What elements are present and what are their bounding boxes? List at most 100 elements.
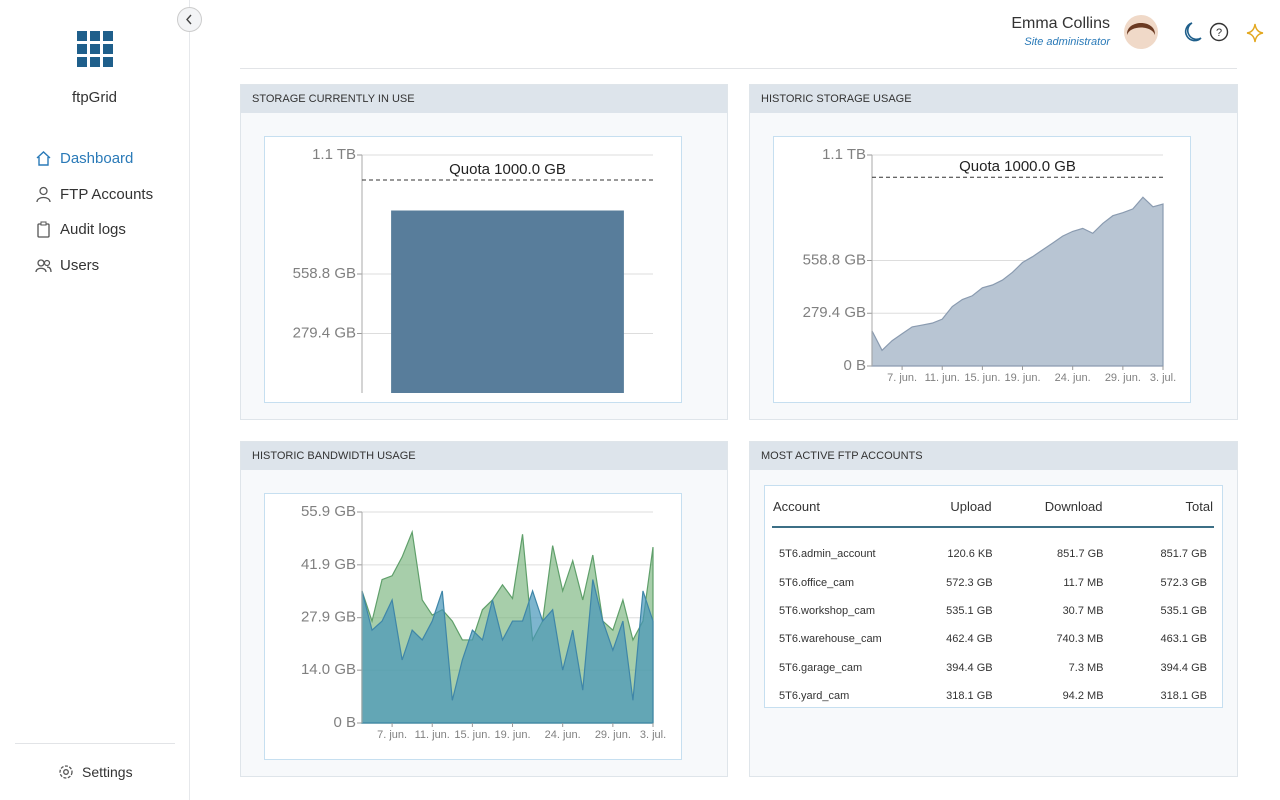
header-divider: [240, 68, 1237, 69]
table-cell: 5T6.garage_cam: [779, 661, 863, 674]
table-row: 5T6.warehouse_cam 462.4 GB 740.3 MB 463.1 G…: [772, 625, 1214, 653]
nav-item[interactable]: Audit logs: [35, 221, 126, 238]
column-header: Total: [1103, 486, 1214, 528]
accounts-table: Account Upload Download Total 5T6.admin_acco…: [772, 486, 1214, 710]
help[interactable]: [1209, 22, 1229, 42]
y-tick-label: 0 B: [843, 357, 866, 374]
x-tick-label: 15. jun.: [964, 372, 1000, 384]
panel-title: HISTORIC STORAGE USAGE: [750, 85, 1237, 113]
nav-label: Audit logs: [60, 221, 126, 238]
table-cell: 851.7 GB: [1160, 548, 1207, 561]
user-role: Site administrator: [1024, 36, 1110, 48]
table-cell: 535.1 GB: [946, 604, 993, 617]
collapse-button[interactable]: [176, 6, 203, 33]
x-tick-label: 3. jul.: [640, 729, 666, 741]
avatar[interactable]: [1124, 15, 1158, 49]
table-row: 5T6.workshop_cam 535.1 GB 30.7 MB 535.1 GB: [772, 597, 1214, 625]
settings[interactable]: Settings: [58, 764, 133, 780]
nav-label: Users: [60, 257, 100, 274]
panel-title: HISTORIC BANDWIDTH USAGE: [241, 442, 727, 470]
y-tick-label: 1.1 TB: [822, 146, 866, 163]
table-cell: 851.7 GB: [1057, 548, 1104, 561]
y-tick-label: 14.0 GB: [301, 661, 356, 678]
x-tick-label: 29. jun.: [595, 729, 631, 741]
y-tick-label: 279.4 GB: [803, 304, 866, 321]
x-tick-label: 15. jun.: [454, 729, 490, 741]
y-tick-label: 279.4 GB: [293, 324, 356, 341]
nav-label: Dashboard: [60, 150, 134, 167]
divider: [15, 743, 175, 744]
x-tick-label: 29. jun.: [1105, 372, 1141, 384]
table-row: 5T6.office_cam 572.3 GB 11.7 MB 572.3 GB: [772, 568, 1214, 596]
table-cell: 5T6.warehouse_cam: [779, 633, 882, 646]
table-cell: 535.1 GB: [1160, 604, 1207, 617]
nav-item[interactable]: FTP Accounts: [35, 186, 153, 203]
quota-label: Quota 1000.0 GB: [449, 161, 566, 178]
table-cell: 572.3 GB: [1160, 576, 1207, 589]
x-tick-label: 19. jun.: [494, 729, 530, 741]
x-tick-label: 7. jun.: [377, 729, 407, 741]
avatar-hair: [1126, 23, 1156, 35]
user-name: Emma Collins: [1011, 15, 1110, 32]
table-cell: 5T6.admin_account: [779, 548, 876, 561]
icon: [35, 259, 52, 273]
icon: [37, 221, 50, 238]
bar: [391, 210, 624, 393]
x-tick-label: 11. jun.: [925, 372, 960, 384]
table-row: 5T6.yard_cam 318.1 GB 94.2 MB 318.1 GB: [772, 682, 1214, 710]
x-tick-label: 24. jun.: [1055, 372, 1091, 384]
area: [871, 196, 1164, 367]
table-cell: 463.1 GB: [1160, 633, 1207, 646]
column-header: Upload: [923, 486, 993, 528]
table-cell: 5T6.yard_cam: [779, 690, 850, 703]
table-row: 5T6.garage_cam 394.4 GB 7.3 MB 394.4 GB: [772, 654, 1214, 682]
brand: ftpGrid: [71, 89, 117, 106]
x-tick-label: 19. jun.: [1004, 372, 1040, 384]
header-icons: ?: [1124, 15, 1264, 49]
table-cell: 94.2 MB: [1062, 690, 1104, 703]
table-header: Account Upload Download Total: [772, 486, 1214, 528]
y-tick-label: 1.1 TB: [312, 146, 356, 163]
icon: [36, 151, 51, 166]
column-header: Account: [772, 486, 924, 528]
table-cell: 120.6 KB: [947, 548, 993, 561]
nav-label: FTP Accounts: [60, 186, 154, 203]
y-tick-label: 558.8 GB: [803, 251, 866, 268]
table-cell: 462.4 GB: [946, 633, 993, 646]
icon: [36, 186, 51, 203]
x-tick-label: 7. jun.: [887, 372, 917, 384]
sidebar: ftpGrid Dashboard FTP Accounts Audit log…: [0, 0, 190, 800]
area: [361, 579, 654, 724]
table-cell: 394.4 GB: [1160, 661, 1207, 674]
column-header: Download: [992, 486, 1104, 528]
table-box: Account Upload Download Total 5T6.admin_acco…: [764, 485, 1223, 708]
table-cell: 572.3 GB: [946, 576, 993, 589]
theme-toggle[interactable]: [1184, 22, 1202, 42]
y-tick-label: 55.9 GB: [301, 503, 356, 520]
help-glyph: ?: [1216, 27, 1222, 39]
table-cell: 318.1 GB: [946, 690, 993, 703]
panel-title: STORAGE CURRENTLY IN USE: [241, 85, 727, 113]
icon: [59, 765, 73, 779]
panel-title: MOST ACTIVE FTP ACCOUNTS: [750, 442, 1237, 470]
quota-label: Quota 1000.0 GB: [959, 158, 1076, 175]
table-cell: 318.1 GB: [1160, 690, 1207, 703]
nav-item[interactable]: Users: [35, 257, 99, 274]
x-tick-label: 3. jul.: [1150, 372, 1176, 384]
y-tick-label: 0 B: [333, 714, 356, 731]
nav-item[interactable]: Dashboard: [35, 150, 133, 167]
y-tick-label: 41.9 GB: [301, 556, 356, 573]
logo: [77, 31, 113, 67]
y-tick-label: 27.9 GB: [301, 609, 356, 626]
settings-label: Settings: [82, 764, 133, 780]
x-tick-label: 24. jun.: [545, 729, 581, 741]
table-cell: 11.7 MB: [1063, 576, 1104, 589]
ai-button[interactable]: [1246, 23, 1264, 43]
x-tick-label: 11. jun.: [415, 729, 450, 741]
table-cell: 30.7 MB: [1062, 604, 1104, 617]
table-cell: 740.3 MB: [1056, 633, 1104, 646]
table-row: 5T6.admin_account 120.6 KB 851.7 GB 851.7 G…: [772, 527, 1214, 568]
table-cell: 5T6.office_cam: [779, 576, 855, 589]
